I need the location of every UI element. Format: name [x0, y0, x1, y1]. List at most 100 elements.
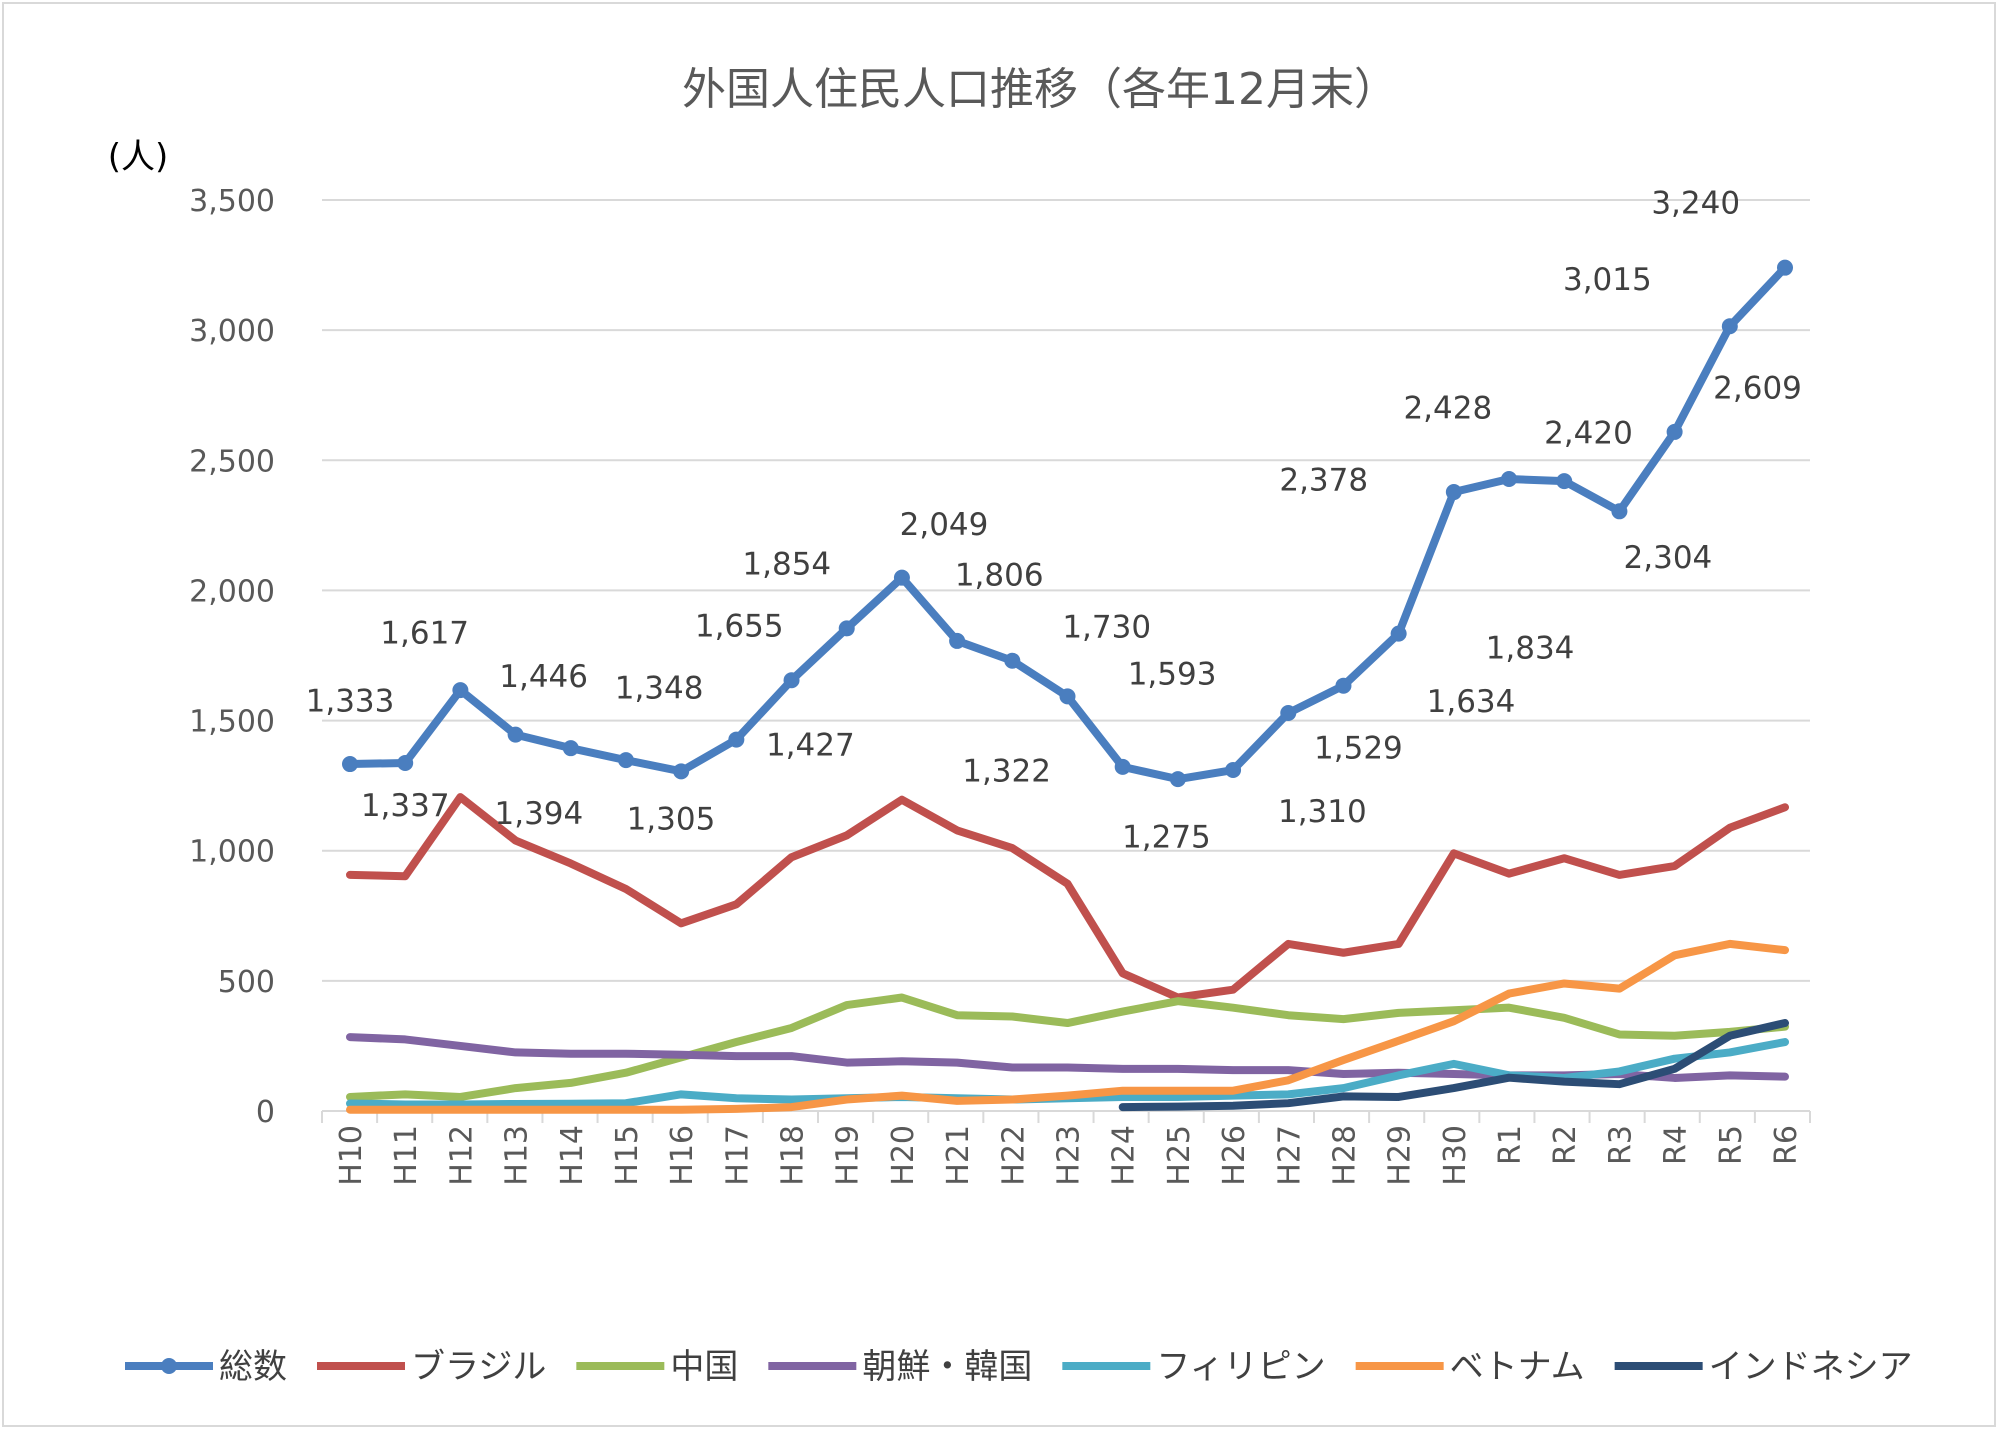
- data-label: 1,854: [742, 546, 831, 582]
- data-point: [397, 754, 414, 771]
- data-point: [617, 752, 634, 769]
- x-tick-label: H11: [389, 1125, 424, 1186]
- data-label: 2,304: [1624, 540, 1713, 576]
- data-label: 1,348: [615, 670, 704, 706]
- data-label: 1,529: [1314, 730, 1403, 766]
- data-label: 1,806: [955, 558, 1044, 594]
- series-line-6: [1118, 1019, 1789, 1112]
- data-point: [728, 731, 745, 748]
- data-point: [452, 682, 469, 699]
- data-point: [1390, 625, 1407, 642]
- data-point: [1225, 762, 1242, 779]
- x-tick-label: H20: [886, 1125, 921, 1186]
- x-tick-label: H25: [1162, 1125, 1197, 1186]
- y-tick-label: 3,000: [189, 314, 275, 349]
- data-label: 1,333: [306, 683, 395, 719]
- data-point: [342, 756, 358, 773]
- legend-label: 総数: [219, 1347, 287, 1387]
- legend-marker: [161, 1358, 177, 1374]
- series-line-2: [346, 993, 1789, 1101]
- series-line-1: [346, 793, 1789, 1002]
- data-point: [562, 740, 579, 757]
- x-tick-label: H19: [831, 1125, 866, 1186]
- data-point: [1280, 705, 1297, 722]
- legend-label: フィリピン: [1156, 1347, 1325, 1387]
- data-point: [1169, 771, 1186, 788]
- data-label: 2,420: [1544, 416, 1633, 452]
- x-tick-label: R6: [1769, 1125, 1804, 1165]
- data-label: 1,310: [1278, 794, 1367, 830]
- data-point: [507, 726, 524, 743]
- legend-item: フィリピン: [1062, 1347, 1326, 1387]
- legend-label: 中国: [670, 1347, 738, 1387]
- legend-label: インドネシア: [1709, 1347, 1913, 1387]
- x-tick-label: H22: [996, 1125, 1031, 1186]
- data-point: [838, 620, 855, 637]
- legend-label: 朝鮮・韓国: [862, 1347, 1032, 1387]
- data-point: [1777, 259, 1793, 276]
- x-tick-label: R2: [1548, 1125, 1583, 1165]
- x-tick-label: H15: [610, 1125, 645, 1186]
- data-label: 1,593: [1128, 656, 1217, 692]
- data-label: 1,446: [499, 659, 588, 695]
- data-label: 1,305: [627, 802, 716, 838]
- x-tick-label: H27: [1272, 1125, 1307, 1186]
- x-tick-label: R3: [1603, 1125, 1638, 1165]
- y-tick-label: 1,000: [189, 835, 275, 870]
- data-label: 1,337: [361, 788, 450, 824]
- legend-item: ブラジル: [317, 1347, 546, 1387]
- x-tick-label: H12: [444, 1125, 479, 1186]
- x-tick-label: H23: [1052, 1125, 1087, 1186]
- data-point: [893, 569, 910, 586]
- legend-item: インドネシア: [1614, 1347, 1913, 1387]
- data-point: [673, 763, 690, 780]
- data-label: 1,322: [962, 754, 1051, 790]
- y-tick-label: 3,500: [189, 184, 275, 219]
- data-label: 1,617: [380, 616, 469, 652]
- data-label: 1,427: [766, 728, 855, 764]
- legend-item: 総数: [125, 1347, 287, 1387]
- legend-label: ベトナム: [1450, 1347, 1585, 1387]
- y-tick-label: 0: [256, 1095, 275, 1130]
- data-point: [1501, 471, 1518, 488]
- x-tick-label: H17: [720, 1125, 755, 1186]
- legend-item: 朝鮮・韓国: [768, 1347, 1032, 1387]
- data-label: 1,834: [1486, 631, 1575, 667]
- data-label: 1,730: [1062, 609, 1151, 645]
- data-point: [949, 632, 966, 649]
- data-label: 1,394: [495, 796, 584, 832]
- data-label: 1,275: [1122, 820, 1211, 856]
- series-line-3: [346, 1033, 1789, 1082]
- data-label: 2,428: [1403, 391, 1492, 427]
- x-tick-label: R1: [1493, 1125, 1528, 1165]
- x-tick-label: H10: [334, 1125, 369, 1186]
- data-label: 1,634: [1427, 684, 1516, 720]
- x-tick-label: H13: [500, 1125, 535, 1186]
- data-label: 2,049: [900, 507, 989, 543]
- chart-title: 外国人住民人口推移（各年12月末）: [682, 64, 1398, 115]
- data-label: 2,378: [1279, 462, 1368, 498]
- y-tick-label: 500: [218, 965, 275, 1000]
- y-tick-label: 2,500: [189, 444, 275, 479]
- data-point: [1114, 758, 1131, 775]
- data-point: [1666, 423, 1683, 440]
- y-tick-label: 1,500: [189, 705, 275, 740]
- x-tick-label: H26: [1217, 1125, 1252, 1186]
- data-point: [1556, 473, 1573, 490]
- data-point: [1335, 677, 1352, 694]
- y-axis-label: (人): [108, 137, 169, 177]
- data-point: [1059, 688, 1076, 705]
- x-tick-label: H28: [1327, 1125, 1362, 1186]
- data-point: [783, 672, 800, 689]
- x-tick-label: H16: [665, 1125, 700, 1186]
- data-point: [1721, 318, 1738, 335]
- y-tick-label: 2,000: [189, 574, 275, 609]
- data-point: [1611, 503, 1628, 520]
- legend-label: ブラジル: [411, 1347, 546, 1387]
- x-tick-label: H30: [1438, 1125, 1473, 1186]
- x-tick-label: R4: [1659, 1125, 1694, 1165]
- x-tick-label: R5: [1714, 1125, 1749, 1165]
- x-tick-label: H29: [1383, 1125, 1418, 1186]
